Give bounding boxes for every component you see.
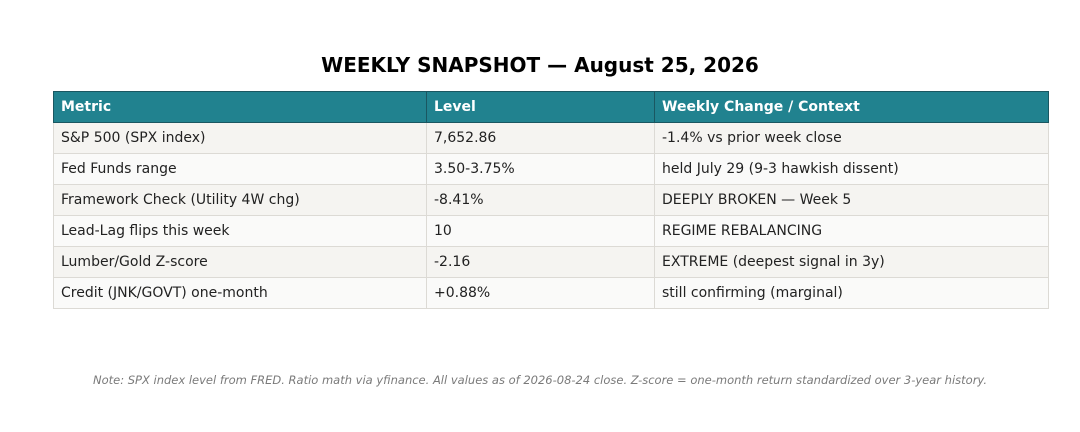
- metric-cell: Credit (JNK/GOVT) one-month: [53, 277, 427, 309]
- metric-cell: S&P 500 (SPX index): [53, 122, 427, 154]
- column-header-metric: Metric: [53, 91, 427, 123]
- level-cell: -8.41%: [426, 184, 655, 216]
- table-row: Framework Check (Utility 4W chg) -8.41% …: [53, 184, 1049, 216]
- metric-cell: Fed Funds range: [53, 153, 427, 185]
- context-cell: DEEPLY BROKEN — Week 5: [654, 184, 1049, 216]
- table-row: S&P 500 (SPX index) 7,652.86 -1.4% vs pr…: [53, 122, 1049, 154]
- source-note: Note: SPX index level from FRED. Ratio m…: [92, 373, 987, 387]
- column-header-level: Level: [426, 91, 655, 123]
- context-cell: still confirming (marginal): [654, 277, 1049, 309]
- context-cell: EXTREME (deepest signal in 3y): [654, 246, 1049, 278]
- metric-cell: Framework Check (Utility 4W chg): [53, 184, 427, 216]
- level-cell: 3.50-3.75%: [426, 153, 655, 185]
- table-row: Credit (JNK/GOVT) one-month +0.88% still…: [53, 277, 1049, 309]
- context-cell: -1.4% vs prior week close: [654, 122, 1049, 154]
- level-cell: -2.16: [426, 246, 655, 278]
- table-row: Lumber/Gold Z-score -2.16 EXTREME (deepe…: [53, 246, 1049, 278]
- snapshot-table: Metric Level Weekly Change / Context S&P…: [53, 91, 1049, 309]
- level-cell: +0.88%: [426, 277, 655, 309]
- level-cell: 7,652.86: [426, 122, 655, 154]
- context-cell: REGIME REBALANCING: [654, 215, 1049, 247]
- table-row: Lead-Lag flips this week 10 REGIME REBAL…: [53, 215, 1049, 247]
- context-cell: held July 29 (9-3 hawkish dissent): [654, 153, 1049, 185]
- level-cell: 10: [426, 215, 655, 247]
- metric-cell: Lumber/Gold Z-score: [53, 246, 427, 278]
- table-row: Fed Funds range 3.50-3.75% held July 29 …: [53, 153, 1049, 185]
- table-header-row: Metric Level Weekly Change / Context: [53, 91, 1049, 123]
- metric-cell: Lead-Lag flips this week: [53, 215, 427, 247]
- snapshot-title: WEEKLY SNAPSHOT — August 25, 2026: [321, 53, 759, 77]
- column-header-context: Weekly Change / Context: [654, 91, 1049, 123]
